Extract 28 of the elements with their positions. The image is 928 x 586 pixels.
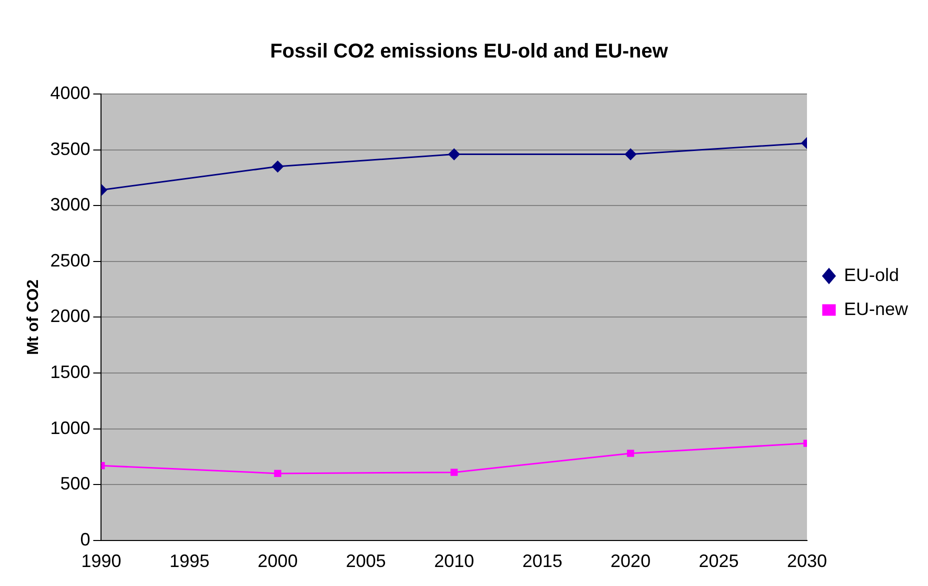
y-axis-title: Mt of CO2 [25, 279, 42, 355]
x-tick-label: 2025 [698, 551, 739, 572]
x-tick-label: 2020 [610, 551, 651, 572]
legend-label: EU-old [844, 264, 900, 285]
y-tick-label: 2000 [50, 306, 90, 326]
point [450, 468, 458, 476]
chart-title: Fossil CO2 emissions EU-old and EU-new [270, 40, 668, 63]
y-tick-label: 0 [80, 529, 90, 550]
x-tick-label: 2010 [434, 551, 474, 572]
y-tick-label: 500 [60, 474, 90, 494]
y-tick-label: 3000 [50, 194, 90, 215]
y-tick-label: 1500 [50, 362, 90, 382]
y-tick-label: 4000 [50, 82, 90, 103]
x-tick-label: 1995 [169, 551, 210, 572]
y-tick-label: 1000 [50, 418, 90, 438]
x-tick-label: 2000 [258, 551, 298, 572]
y-tick-label: 3500 [50, 138, 90, 159]
x-tick-label: 1990 [81, 551, 122, 572]
x-tick-label: 2005 [346, 551, 386, 572]
y-tick-label: 2500 [50, 250, 90, 270]
point [626, 450, 634, 457]
x-tick-label: 2030 [786, 551, 828, 572]
x-tick-label: 2015 [522, 551, 562, 572]
point [448, 148, 460, 160]
point [272, 160, 284, 172]
legend-label: EU-new [844, 298, 909, 319]
point [624, 148, 636, 160]
point [274, 470, 282, 478]
